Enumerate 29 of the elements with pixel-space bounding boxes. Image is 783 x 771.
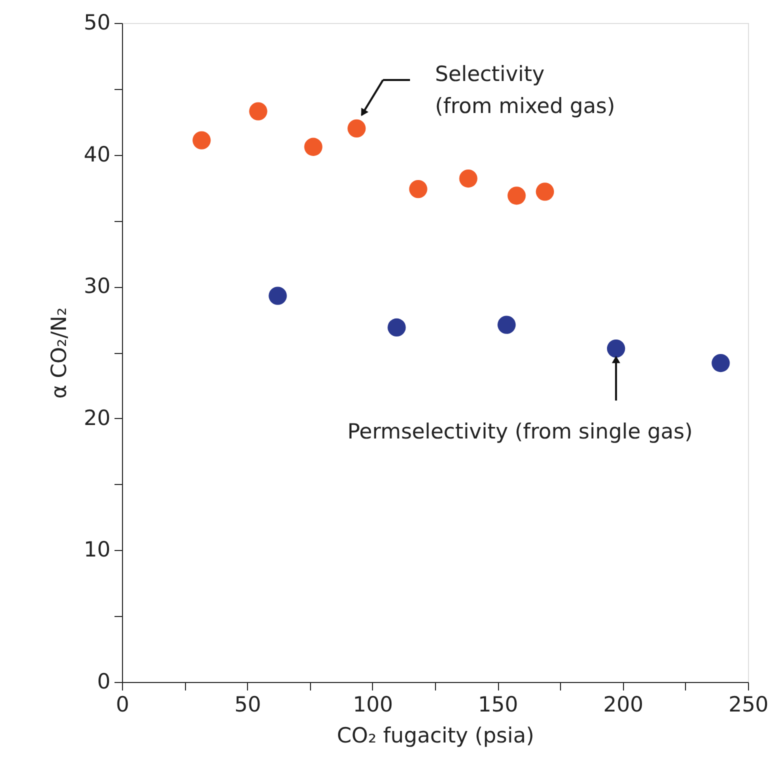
point [508, 186, 526, 205]
x-tick-label: 250 [728, 692, 769, 716]
point [268, 286, 287, 305]
y-tick-label: 40 [84, 142, 110, 166]
y-tick-label: 50 [84, 10, 110, 34]
y-tick-label: 30 [84, 274, 110, 298]
point [459, 169, 478, 188]
x-axis-title: CO₂ fugacity (psia) [336, 724, 534, 748]
point [498, 316, 516, 334]
point [712, 354, 730, 372]
y-tick-label: 10 [84, 538, 110, 562]
x-tick-label: 200 [603, 692, 644, 716]
x-tick-label: 0 [116, 692, 130, 716]
x-tick-label: 50 [234, 692, 262, 716]
y-tick-label: 0 [97, 670, 110, 694]
x-tick-label: 150 [478, 692, 518, 716]
point [348, 119, 366, 138]
point [192, 131, 211, 150]
x-tick-label: 100 [352, 692, 393, 716]
annotation: Selectivity (from mixed gas) [435, 62, 616, 118]
point [249, 102, 268, 120]
point [606, 339, 626, 358]
point [536, 182, 554, 201]
point [409, 180, 428, 198]
annotation: Permselectivity (from single gas) [347, 420, 693, 444]
point [388, 318, 406, 337]
point [304, 138, 322, 156]
y-axis-title: α CO₂/N₂ [46, 307, 71, 399]
y-tick-label: 20 [84, 406, 110, 430]
